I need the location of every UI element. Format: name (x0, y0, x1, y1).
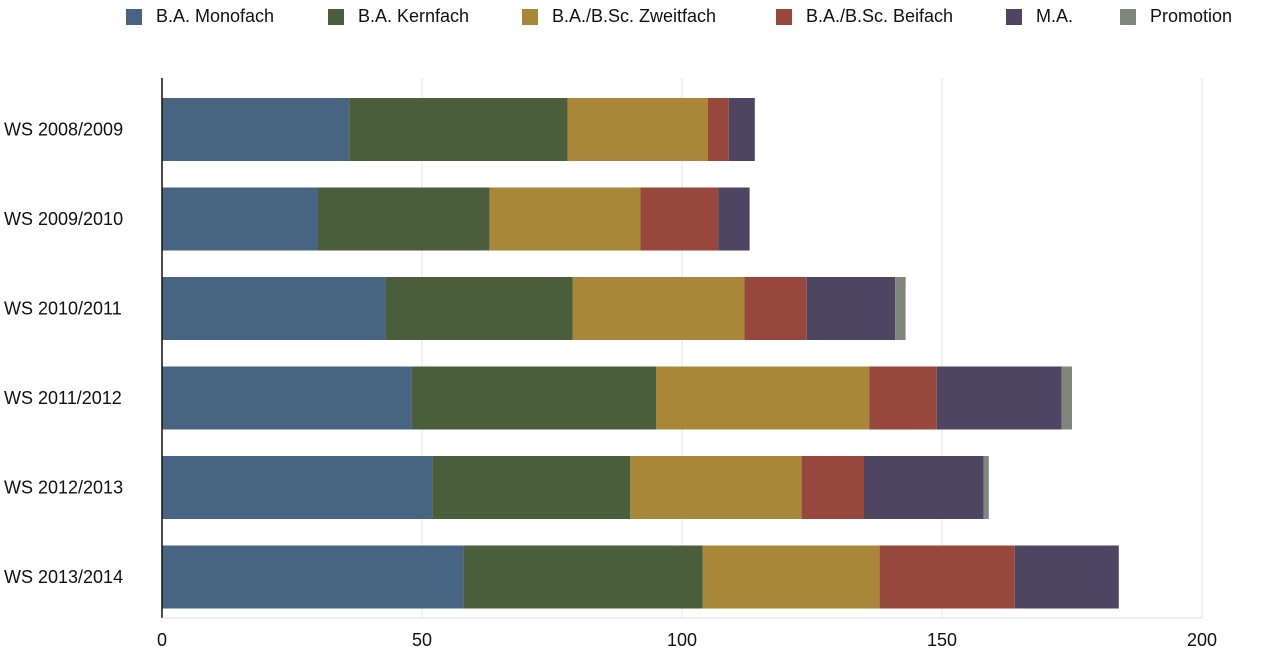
bar-segment (864, 456, 984, 519)
y-tick-label: WS 2011/2012 (4, 388, 122, 408)
bar-segment (869, 366, 937, 430)
legend-label: B.A./B.Sc. Beifach (806, 6, 954, 26)
bar-segment (1014, 545, 1119, 609)
legend-label: B.A. Monofach (156, 6, 275, 26)
legend: B.A. Monofach B.A. Kernfach B.A./B.Sc. Zwe… (0, 2, 1280, 30)
legend-label: M.A. (1036, 6, 1074, 26)
bar-segment (162, 366, 412, 430)
legend-swatch (126, 8, 142, 25)
bar-segment (349, 98, 568, 161)
bar-segment (744, 277, 807, 340)
x-tick-label: 50 (412, 630, 432, 650)
legend-label: B.A./B.Sc. Zweitfach (552, 6, 717, 26)
bar-segment (572, 277, 745, 340)
legend-swatch (1006, 8, 1022, 25)
bar-segment (162, 187, 318, 251)
legend-swatch (776, 8, 792, 25)
bar-segment (463, 545, 703, 609)
legend-swatch (1120, 8, 1136, 25)
legend-label: B.A. Kernfach (358, 6, 470, 26)
bar-segment (630, 456, 802, 519)
bar-segment (385, 277, 573, 340)
legend-label: Promotion (1150, 6, 1233, 26)
bar-segment (1061, 366, 1072, 430)
x-tick-label: 150 (927, 630, 957, 650)
bar-segment (806, 277, 896, 340)
legend-swatch (522, 8, 538, 25)
bar-segment (718, 187, 750, 251)
legend-item: B.A./B.Sc. Beifach (776, 6, 953, 27)
bar-segment (411, 366, 656, 430)
bar-segment (656, 366, 870, 430)
bar-segment (983, 456, 989, 519)
bar-segment (640, 187, 719, 251)
bar-segment (162, 545, 464, 609)
legend-item: B.A. Monofach (126, 6, 274, 27)
x-tick-label: 200 (1187, 630, 1217, 650)
y-tick-label: WS 2008/2009 (4, 120, 123, 140)
legend-item: M.A. (1006, 6, 1073, 27)
bar-segment (489, 187, 641, 251)
bar-segment (162, 277, 386, 340)
y-tick-label: WS 2012/2013 (4, 478, 123, 498)
legend-item: Promotion (1120, 6, 1232, 27)
bar-segment (318, 187, 490, 251)
legend-item: B.A. Kernfach (328, 6, 469, 27)
bar-segment (162, 98, 350, 161)
bar-segment (432, 456, 630, 519)
bar-segment (936, 366, 1062, 430)
bar-segment (162, 456, 433, 519)
y-tick-label: WS 2013/2014 (4, 567, 123, 587)
x-tick-label: 0 (157, 630, 167, 650)
x-tick-label: 100 (667, 630, 697, 650)
y-tick-label: WS 2010/2011 (4, 299, 122, 319)
bar-segment (702, 545, 880, 609)
bar-segment (895, 277, 906, 340)
y-tick-label: WS 2009/2010 (4, 209, 123, 229)
bar-segment (728, 98, 755, 161)
legend-item: B.A./B.Sc. Zweitfach (522, 6, 716, 27)
bar-segment (801, 456, 864, 519)
bar-segment (567, 98, 708, 161)
bar-segment (879, 545, 1015, 609)
legend-swatch (328, 8, 344, 25)
bar-segment (708, 98, 729, 161)
